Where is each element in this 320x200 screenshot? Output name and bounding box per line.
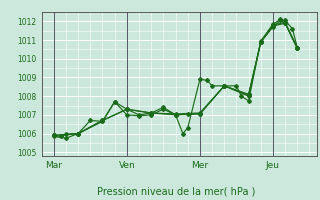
Text: Pression niveau de la mer( hPa ): Pression niveau de la mer( hPa ): [97, 186, 255, 196]
